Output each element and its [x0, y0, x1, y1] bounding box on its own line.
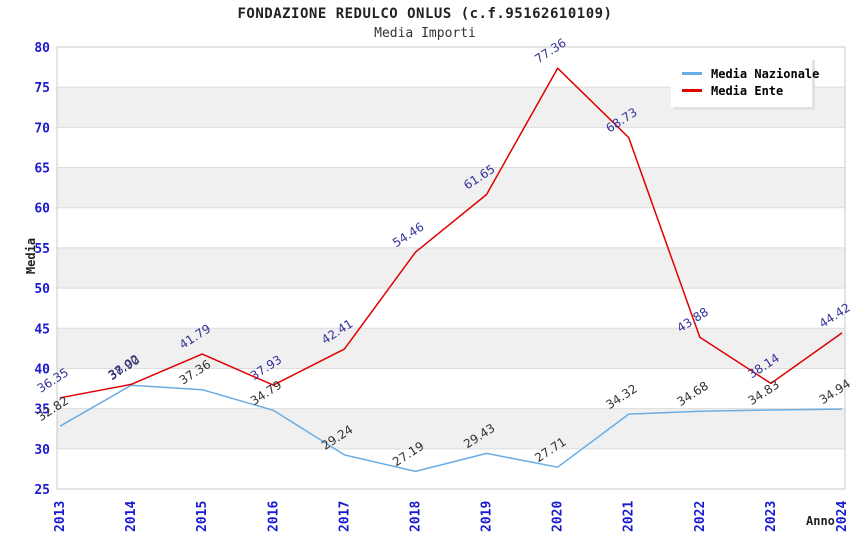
y-tick-label: 65 — [34, 162, 50, 177]
chart-title: FONDAZIONE REDULCO ONLUS (c.f.9516261010… — [237, 6, 613, 22]
legend: Media Nazionale Media Ente — [671, 57, 819, 107]
x-tick-label: 2016 — [266, 501, 281, 532]
x-tick-label: 2014 — [124, 501, 139, 532]
series-line-media-ente — [59, 67, 843, 399]
x-tick-label: 2024 — [835, 501, 850, 532]
x-axis-title: Anno — [806, 514, 835, 528]
y-tick-label: 80 — [34, 41, 50, 56]
chart-subtitle: Media Importi — [374, 26, 476, 41]
plot-border — [56, 46, 846, 490]
media-ente-line-swatch — [682, 89, 702, 92]
data-point-label: 34.32 — [603, 382, 639, 412]
y-tick-label: 40 — [34, 362, 50, 377]
series-line-media-nazionale — [59, 384, 843, 473]
y-tick-label: 25 — [34, 483, 50, 498]
y-tick-label: 50 — [34, 282, 50, 297]
data-point-label: 54.46 — [390, 220, 426, 250]
x-tick-label: 2020 — [551, 501, 566, 532]
legend-label: Media Nazionale — [711, 66, 820, 81]
x-tick-label: 2015 — [195, 501, 210, 532]
plot-band — [57, 408, 845, 449]
x-tick-label: 2021 — [622, 501, 637, 532]
y-tick-label: 60 — [34, 202, 50, 217]
data-point-label: 34.83 — [746, 377, 782, 407]
data-point-label: 34.68 — [674, 379, 710, 409]
x-tick-label: 2019 — [480, 501, 495, 532]
y-tick-label: 30 — [34, 443, 50, 458]
legend-item-media-nazionale: Media Nazionale — [682, 66, 819, 81]
plot-band — [57, 247, 845, 289]
data-point-label: 77.36 — [532, 36, 568, 66]
plot-band — [57, 167, 845, 208]
y-tick-label: 70 — [34, 121, 50, 136]
media-nazionale-line-swatch — [682, 72, 702, 75]
y-tick-label: 45 — [34, 322, 50, 337]
y-tick-label: 55 — [34, 242, 50, 257]
plot-band — [57, 328, 845, 369]
y-tick-label: 75 — [34, 81, 50, 96]
legend-item-media-ente: Media Ente — [682, 83, 812, 98]
x-tick-label: 2023 — [764, 501, 779, 532]
x-tick-label: 2017 — [337, 501, 352, 532]
x-tick-label: 2018 — [408, 501, 423, 532]
x-tick-label: 2013 — [53, 501, 68, 532]
y-tick-label: 35 — [34, 403, 50, 418]
x-tick-label: 2022 — [693, 501, 708, 532]
legend-label: Media Ente — [711, 83, 784, 98]
